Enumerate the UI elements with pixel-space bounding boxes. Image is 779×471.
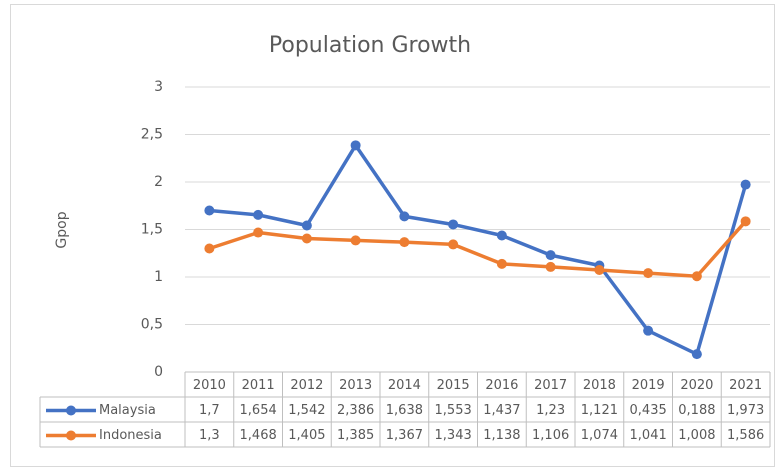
- x-tick-label: 2013: [339, 378, 372, 393]
- x-tick-label: 2019: [632, 378, 665, 393]
- table-value: 1,973: [727, 403, 764, 418]
- table-value: 1,405: [288, 428, 325, 443]
- table-value: 1,638: [386, 403, 423, 418]
- x-tick-label: 2017: [534, 378, 567, 393]
- y-axis-label: Gpop: [54, 211, 70, 248]
- marker: [740, 216, 751, 227]
- marker: [643, 325, 654, 336]
- x-tick-label: 2014: [388, 378, 421, 393]
- table-value: 1,367: [386, 428, 423, 443]
- marker: [545, 261, 556, 272]
- x-tick-label: 2015: [437, 378, 470, 393]
- table-value: 1,106: [532, 428, 569, 443]
- x-tick-label: 2012: [290, 378, 323, 393]
- marker: [740, 179, 751, 190]
- table-value: 1,553: [435, 403, 472, 418]
- marker: [301, 233, 312, 244]
- table-value: 1,437: [483, 403, 520, 418]
- table-value: 1,138: [483, 428, 520, 443]
- table-value: 1,23: [536, 403, 565, 418]
- marker: [204, 243, 215, 254]
- marker: [691, 349, 702, 360]
- table-value: 1,468: [240, 428, 277, 443]
- table-value: 1,385: [337, 428, 374, 443]
- table-value: 1,7: [199, 403, 220, 418]
- legend-marker: [66, 430, 76, 441]
- marker: [350, 140, 361, 151]
- marker: [204, 205, 215, 216]
- x-tick-label: 2018: [583, 378, 616, 393]
- x-tick-label: 2011: [242, 378, 275, 393]
- table-value: 1,074: [581, 428, 618, 443]
- table-value: 0,435: [630, 403, 667, 418]
- table-value: 1,041: [630, 428, 667, 443]
- marker: [399, 211, 410, 222]
- table-value: 1,654: [240, 403, 277, 418]
- x-tick-label: 2016: [485, 378, 518, 393]
- table-value: 1,542: [288, 403, 325, 418]
- y-tick-label: 1: [154, 269, 163, 285]
- legend-marker: [66, 405, 76, 416]
- marker: [496, 230, 507, 241]
- table-value: 1,343: [435, 428, 472, 443]
- marker: [399, 237, 410, 248]
- marker: [448, 239, 459, 250]
- y-tick-label: 2: [154, 174, 163, 190]
- x-tick-label: 2010: [193, 378, 226, 393]
- table-value: 1,008: [678, 428, 715, 443]
- marker: [643, 268, 654, 279]
- y-tick-label: 2,5: [141, 127, 163, 143]
- chart-border: [10, 4, 775, 467]
- series-line: [209, 143, 748, 356]
- table-value: 2,386: [337, 403, 374, 418]
- marker: [496, 258, 507, 269]
- legend-label: Malaysia: [99, 403, 156, 418]
- marker: [350, 235, 361, 246]
- table-value: 0,188: [678, 403, 715, 418]
- table-value: 1,121: [581, 403, 618, 418]
- marker: [448, 219, 459, 230]
- marker: [253, 209, 264, 220]
- chart-title: Population Growth: [269, 33, 471, 58]
- y-tick-label: 1,5: [141, 222, 163, 238]
- marker: [594, 264, 605, 275]
- marker: [691, 271, 702, 282]
- table-value: 1,586: [727, 428, 764, 443]
- y-tick-label: 0,5: [141, 317, 163, 333]
- marker: [253, 227, 264, 238]
- marker: [545, 250, 556, 261]
- table-value: 1,3: [199, 428, 220, 443]
- legend-label: Indonesia: [99, 428, 162, 443]
- y-tick-label: 3: [154, 79, 163, 95]
- x-tick-label: 2020: [680, 378, 713, 393]
- series-line: [208, 220, 747, 278]
- marker: [301, 220, 312, 231]
- x-tick-label: 2021: [729, 378, 762, 393]
- y-tick-label: 0: [154, 364, 163, 380]
